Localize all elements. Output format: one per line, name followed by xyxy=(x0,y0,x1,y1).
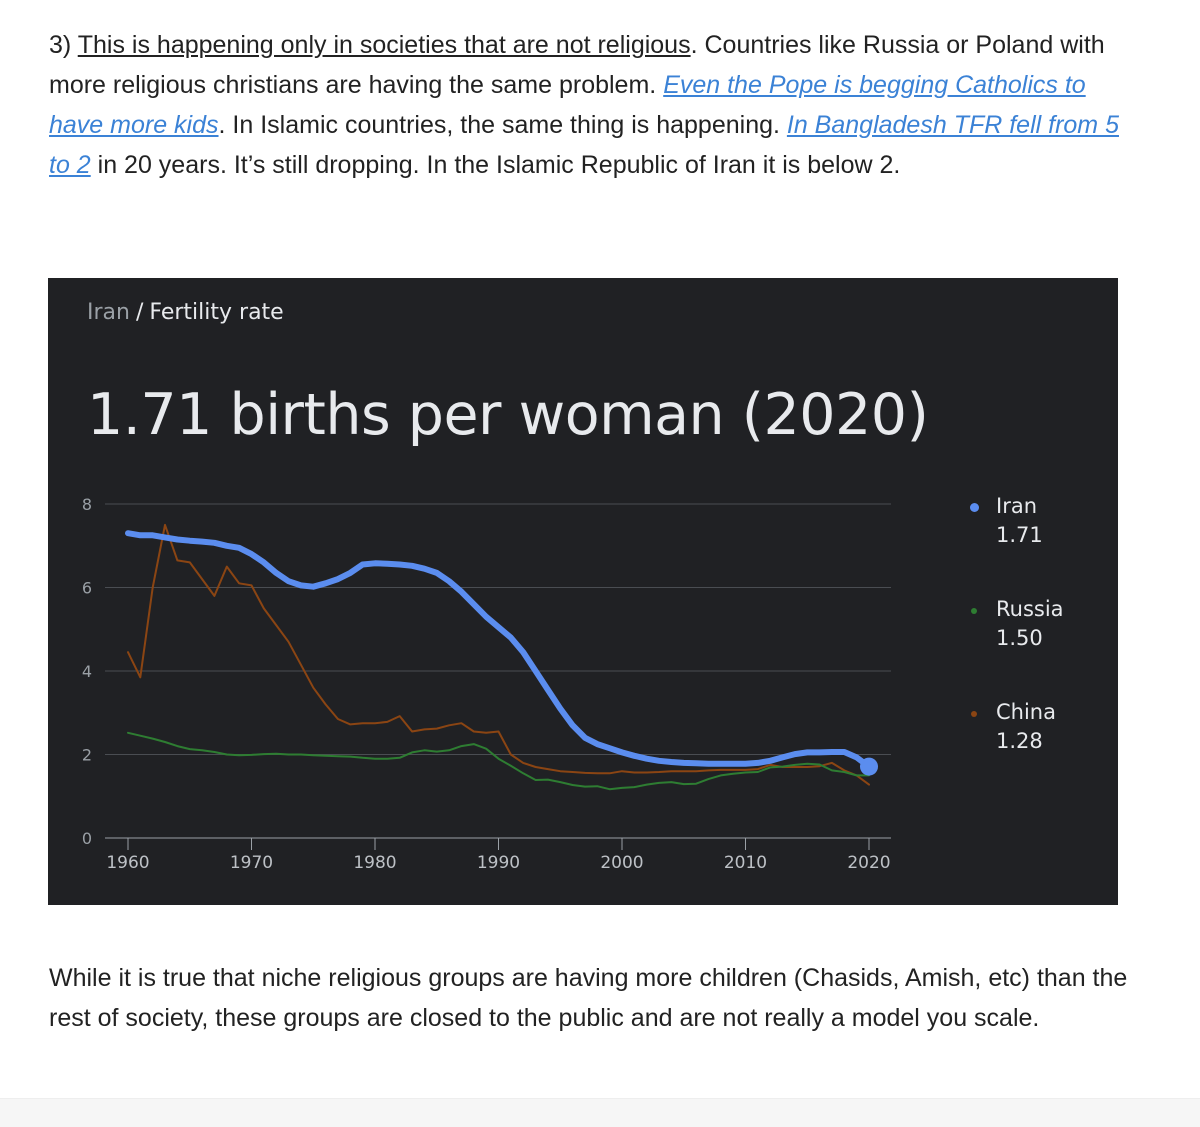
x-tick-label: 1990 xyxy=(477,853,520,873)
paragraph-prefix: 3) xyxy=(49,31,78,59)
x-tick-label: 1980 xyxy=(353,853,396,873)
y-tick-label: 2 xyxy=(82,746,92,765)
legend-value-china: 1.28 xyxy=(996,729,1043,753)
breadcrumb-separator: / xyxy=(135,300,144,325)
legend-dot-iran xyxy=(970,503,979,512)
series-line-iran xyxy=(125,530,872,770)
series-line-russia xyxy=(127,731,870,791)
paragraph-text-1: . Countries like Russia or Poland with m… xyxy=(49,31,1105,99)
y-tick-label: 8 xyxy=(82,495,92,514)
page-footer-band xyxy=(0,1098,1200,1127)
x-tick-label: 1960 xyxy=(106,853,149,873)
legend-label-russia: Russia xyxy=(996,597,1064,621)
legend-value-russia: 1.50 xyxy=(996,626,1043,650)
legend-label-china: China xyxy=(996,700,1056,724)
closing-paragraph: While it is true that niche religious gr… xyxy=(49,964,1128,1032)
series-endpoint-iran xyxy=(860,757,878,776)
bangladesh-tfr-link[interactable]: In Bangladesh TFR fell from 5 to 2 xyxy=(49,111,1119,179)
paragraph-text-2: . In Islamic countries, the same thing i… xyxy=(218,111,787,139)
fertility-line-chart: 0 2 4 6 8 1960 1970 1980 1990 2000 2010 2020 xyxy=(82,495,891,873)
legend-dot-russia xyxy=(971,608,977,614)
underlined-claim: This is happening only in societies that… xyxy=(77,31,691,59)
x-tick-label: 2020 xyxy=(847,853,890,873)
breadcrumb-metric: Fertility rate xyxy=(149,300,284,325)
x-tick-label: 2010 xyxy=(724,853,767,873)
breadcrumb: Iran / Fertility rate xyxy=(87,300,284,325)
y-tick-label: 6 xyxy=(82,579,92,598)
breadcrumb-country[interactable]: Iran xyxy=(87,300,130,325)
paragraph-text-3: in 20 years. It’s still dropping. In the… xyxy=(90,151,901,179)
y-tick-label: 0 xyxy=(82,829,92,848)
x-tick-label: 1970 xyxy=(230,853,273,873)
fertility-chart-card: Iran / Fertility rate 1.71 births per woma… xyxy=(48,278,1118,905)
x-tick-label: 2000 xyxy=(600,853,643,873)
legend-label-iran: Iran xyxy=(996,494,1038,518)
legend-value-iran: 1.71 xyxy=(996,523,1043,547)
intro-paragraph: 3) This is happening only in societies t… xyxy=(49,25,1129,185)
series-line-china xyxy=(127,523,870,786)
legend-dot-china xyxy=(971,711,977,717)
pope-article-link[interactable]: Even the Pope is begging Catholics to ha… xyxy=(49,71,1086,139)
headline-value: 1.71 births per woman (2020) xyxy=(87,382,929,448)
y-tick-label: 4 xyxy=(82,662,92,681)
